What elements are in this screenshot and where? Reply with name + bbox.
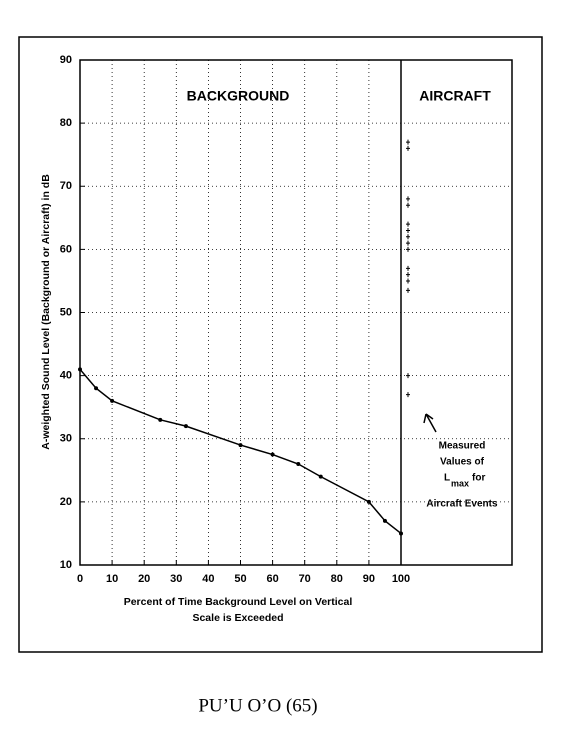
x-tick-label: 50 — [234, 573, 246, 585]
annotation: Values of — [440, 457, 485, 468]
aircraft-point — [406, 373, 410, 379]
frame — [18, 36, 543, 653]
x-tick-label: 100 — [392, 573, 410, 585]
data-point — [399, 531, 403, 536]
annotation: max — [451, 478, 469, 488]
caption: PU’U O’O (65) — [198, 695, 317, 716]
data-point — [366, 499, 371, 504]
y-axis-label: A-weighted Sound Level (Background or Ai… — [40, 174, 52, 450]
aircraft-point — [406, 145, 410, 151]
panel-label: BACKGROUND — [187, 88, 290, 104]
x-tick-label: 60 — [266, 573, 278, 585]
x-tick-label: 40 — [202, 573, 214, 585]
annotation: Aircraft Events — [426, 499, 498, 510]
x-tick-label: 90 — [363, 573, 375, 585]
x-tick-label: 0 — [77, 573, 83, 585]
x-tick-label: 10 — [106, 573, 118, 585]
y-tick-label: 20 — [60, 496, 72, 508]
x-tick-label: 80 — [331, 573, 343, 585]
aircraft-point — [406, 221, 410, 227]
annotation: Measured — [439, 441, 486, 452]
y-tick-label: 80 — [60, 117, 72, 129]
aircraft-point — [406, 265, 410, 271]
x-tick-label: 70 — [299, 573, 311, 585]
data-point — [296, 462, 301, 466]
data-point — [270, 452, 275, 457]
x-axis-label: Percent of Time Background Level on Vert… — [124, 596, 353, 608]
aircraft-point — [406, 246, 410, 252]
data-point — [78, 367, 82, 372]
y-tick-label: 40 — [60, 370, 72, 382]
data-point — [238, 443, 243, 448]
aircraft-point — [406, 278, 410, 284]
aircraft-point — [406, 202, 410, 208]
x-tick-label: 20 — [138, 573, 150, 585]
y-tick-label: 50 — [60, 306, 72, 318]
aircraft-point — [406, 196, 410, 202]
annotation: L — [444, 473, 450, 484]
data-point — [382, 518, 387, 523]
aircraft-point — [406, 240, 410, 246]
annotation: for — [472, 473, 485, 484]
data-point — [158, 417, 163, 422]
y-tick-label: 70 — [60, 180, 72, 192]
annotation-arrow — [423, 413, 437, 433]
data-line — [79, 368, 402, 535]
y-tick-label: 30 — [60, 433, 72, 445]
y-tick-label: 10 — [60, 559, 72, 571]
aircraft-point — [406, 234, 410, 240]
y-tick-label: 60 — [60, 243, 72, 255]
aircraft-point — [406, 392, 410, 398]
aircraft-point — [406, 272, 410, 278]
aircraft-point — [406, 287, 410, 293]
aircraft-point — [406, 227, 410, 233]
panel-label: AIRCRAFT — [419, 88, 491, 104]
data-point — [110, 398, 115, 403]
x-tick-label: 30 — [170, 573, 182, 585]
data-point — [94, 386, 99, 391]
data-point — [318, 474, 323, 479]
aircraft-point — [406, 139, 410, 145]
data-point — [183, 424, 188, 429]
x-axis-label: Scale is Exceeded — [192, 612, 283, 624]
y-tick-label: 90 — [60, 54, 72, 66]
